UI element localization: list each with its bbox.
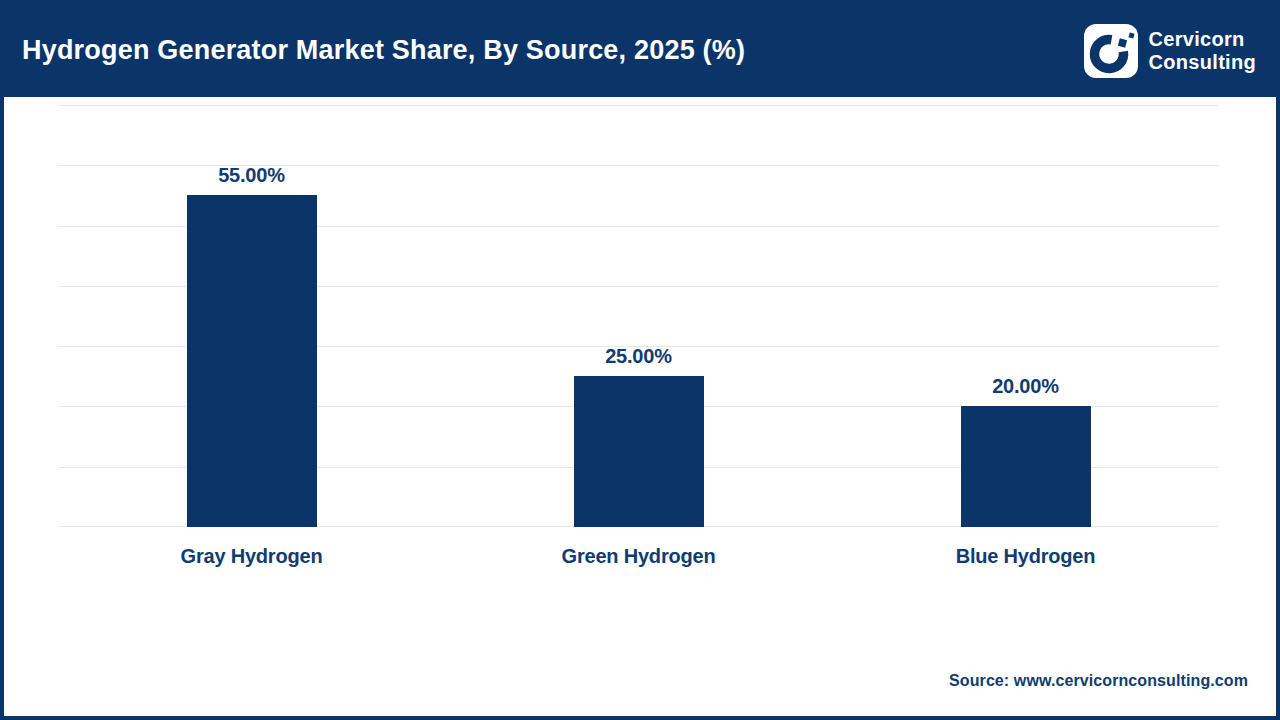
brand-name-line1: Cervicorn (1149, 28, 1256, 51)
plot-area: 55.00% 25.00% 20.00% (58, 105, 1219, 527)
bar-value-label: 25.00% (445, 345, 832, 367)
brand-name-line2: Consulting (1149, 51, 1256, 74)
infographic-page: Hydrogen Generator Market Share, By Sour… (0, 0, 1280, 720)
bar-gray-hydrogen (187, 195, 317, 527)
cervicorn-c-icon (1084, 24, 1138, 78)
category-label-green-hydrogen: Green Hydrogen (445, 545, 832, 568)
source-attribution: Source: www.cervicornconsulting.com (949, 672, 1248, 690)
header-bar: Hydrogen Generator Market Share, By Sour… (4, 4, 1276, 97)
bar-green-hydrogen (574, 376, 704, 527)
category-label-blue-hydrogen: Blue Hydrogen (832, 545, 1219, 568)
column-blue-hydrogen: 20.00% (832, 105, 1219, 527)
column-gray-hydrogen: 55.00% (58, 105, 445, 527)
category-label-gray-hydrogen: Gray Hydrogen (58, 545, 445, 568)
brand-name: Cervicorn Consulting (1149, 28, 1256, 74)
chart-title: Hydrogen Generator Market Share, By Sour… (22, 35, 745, 66)
bar-blue-hydrogen (961, 406, 1091, 527)
bar-columns: 55.00% 25.00% 20.00% (58, 105, 1219, 527)
x-axis-category-labels: Gray Hydrogen Green Hydrogen Blue Hydrog… (58, 545, 1219, 568)
bar-value-label: 20.00% (832, 375, 1219, 397)
brand-logo: Cervicorn Consulting (1084, 24, 1256, 78)
bar-value-label: 55.00% (58, 164, 445, 186)
column-green-hydrogen: 25.00% (445, 105, 832, 527)
